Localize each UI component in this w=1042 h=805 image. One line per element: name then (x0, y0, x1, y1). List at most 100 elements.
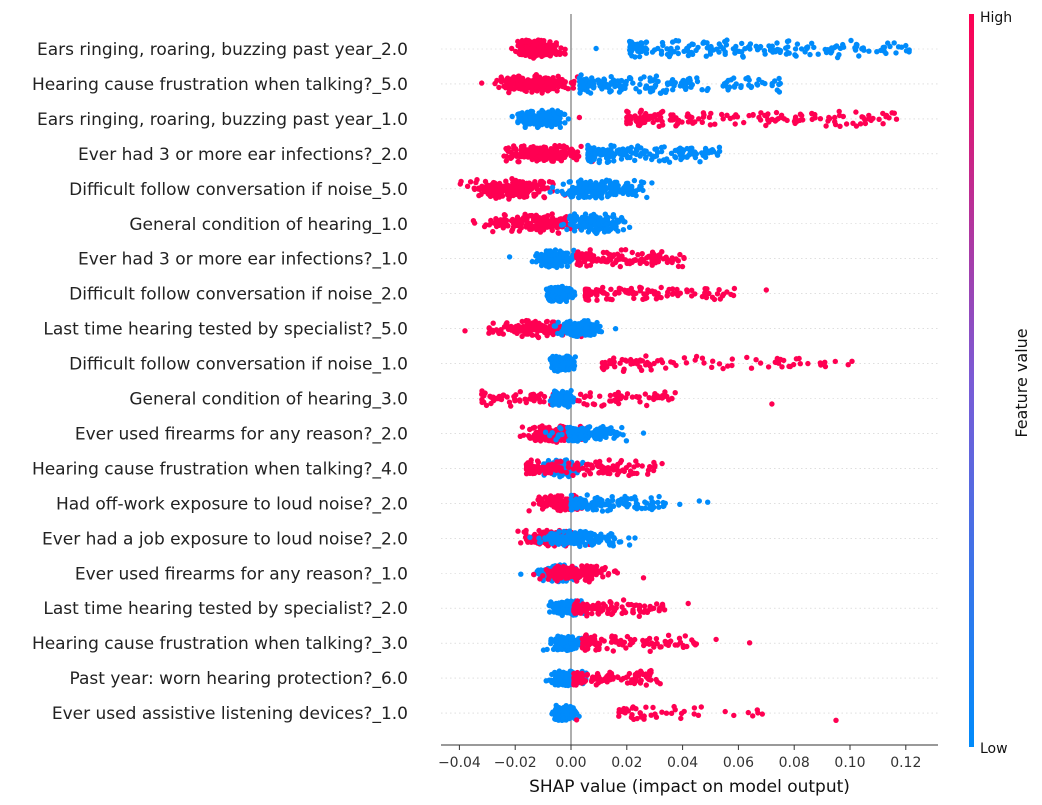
shap-point (590, 401, 596, 407)
shap-point (602, 258, 608, 264)
shap-point (794, 41, 801, 47)
shap-point (629, 249, 635, 256)
shap-point (893, 50, 899, 56)
shap-point (763, 122, 769, 129)
shap-point (608, 147, 614, 153)
shap-point (678, 80, 685, 86)
shap-point (599, 497, 605, 504)
shap-point (578, 143, 584, 150)
shap-point (538, 262, 545, 269)
shap-point (518, 150, 524, 156)
shap-point (798, 46, 805, 52)
shap-point (575, 427, 581, 433)
shap-point (700, 40, 706, 46)
shap-point (567, 213, 573, 219)
shap-point (817, 116, 824, 122)
shap-point (823, 123, 829, 129)
shap-point (746, 43, 752, 49)
shap-point (656, 158, 663, 164)
shap-point (670, 87, 676, 93)
shap-point (807, 51, 813, 58)
shap-point (792, 114, 799, 120)
shap-point (608, 465, 614, 472)
shap-point (793, 53, 799, 59)
shap-point (792, 46, 799, 52)
shap-point (876, 116, 882, 123)
shap-point (619, 424, 625, 431)
shap-point (499, 193, 506, 199)
shap-point (558, 426, 564, 432)
shap-point (610, 152, 617, 159)
shap-point (542, 151, 548, 158)
shap-point (518, 86, 524, 92)
shap-point (527, 426, 533, 433)
shap-point (701, 112, 707, 118)
shap-point (631, 359, 637, 365)
shap-point (680, 148, 686, 155)
shap-point (588, 184, 594, 190)
shap-point (555, 230, 561, 236)
shap-point (530, 42, 537, 49)
shap-point (885, 40, 891, 46)
shap-point (635, 122, 642, 128)
shap-point (757, 43, 764, 50)
shap-point (656, 123, 662, 129)
shap-point (716, 49, 722, 55)
shap-point (507, 183, 513, 190)
shap-point (684, 289, 690, 295)
shap-point (649, 288, 655, 294)
shap-point (836, 112, 843, 119)
shap-point (490, 179, 497, 186)
shap-point (697, 159, 703, 165)
shap-point (510, 77, 516, 83)
shap-point (786, 50, 792, 56)
shap-point (513, 189, 519, 196)
shap-point (578, 432, 584, 438)
shap-point (541, 194, 547, 200)
shap-point (675, 258, 681, 264)
shap-point (553, 251, 559, 257)
shap-point (556, 49, 563, 55)
shap-point (564, 226, 570, 233)
shap-point (727, 115, 733, 122)
shap-point (618, 247, 625, 253)
shap-point (664, 51, 671, 58)
shap-point (545, 437, 552, 444)
shap-point (603, 81, 609, 87)
shap-point (566, 361, 572, 367)
shap-point (554, 115, 560, 122)
shap-point (681, 255, 687, 262)
shap-point (637, 81, 643, 88)
shap-point (626, 224, 633, 230)
shap-point (626, 535, 632, 541)
shap-point (658, 284, 664, 291)
shap-point (490, 320, 496, 326)
shap-point (731, 84, 738, 90)
shap-point (853, 109, 859, 115)
shap-points (457, 37, 912, 723)
shap-point (532, 50, 538, 56)
shap-point (527, 435, 533, 441)
shap-point (662, 389, 668, 395)
shap-point (772, 78, 778, 84)
shap-point (556, 121, 562, 127)
shap-point (615, 78, 621, 84)
shap-point (564, 424, 571, 431)
shap-point (594, 500, 601, 507)
shap-point (740, 54, 746, 60)
shap-point (551, 111, 557, 118)
shap-point (575, 153, 581, 159)
shap-point (540, 464, 546, 470)
shap-point (606, 457, 612, 463)
shap-point (753, 357, 759, 363)
shap-point (600, 360, 606, 367)
shap-point (581, 194, 587, 200)
shap-point (556, 289, 562, 296)
shap-point (560, 221, 567, 228)
shap-point (638, 179, 645, 185)
shap-point (634, 506, 640, 512)
shap-point (626, 462, 632, 468)
shap-point (716, 41, 722, 47)
shap-point (776, 75, 782, 82)
shap-point (588, 218, 594, 224)
